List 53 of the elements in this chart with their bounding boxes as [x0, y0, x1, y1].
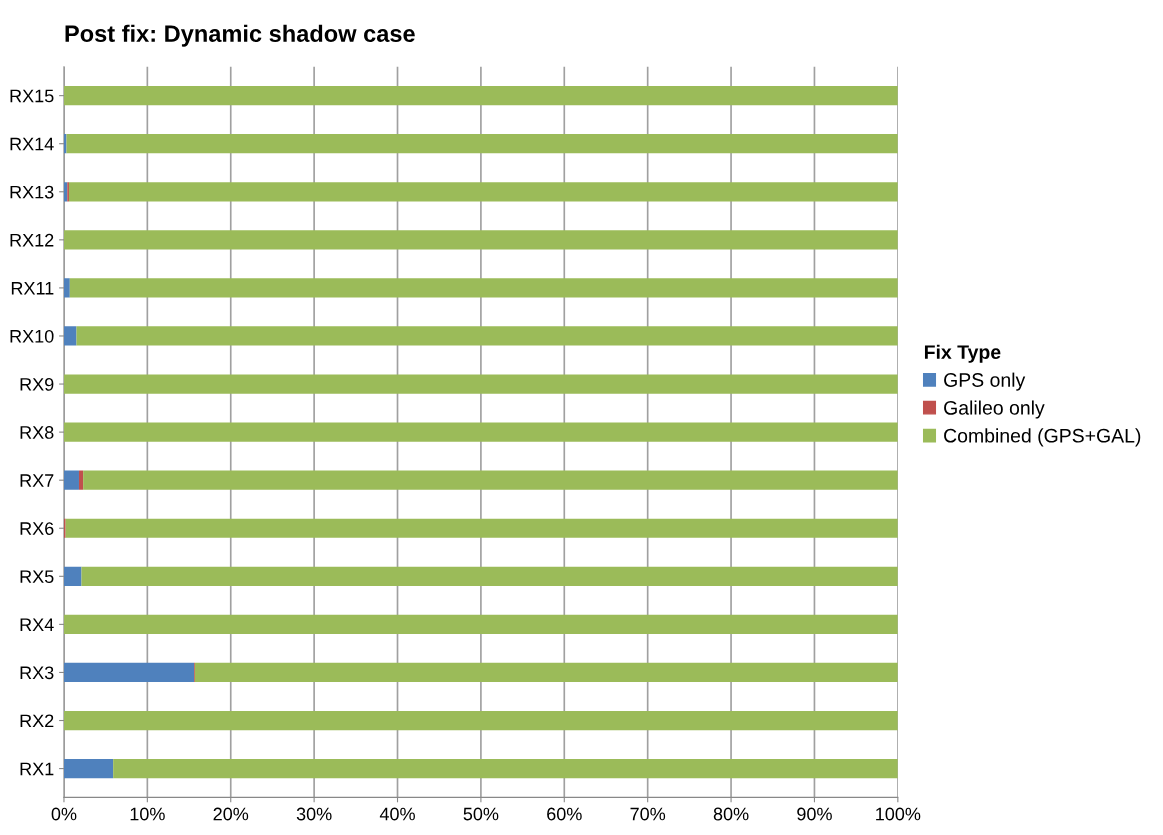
bar — [66, 134, 898, 154]
y-tick-label: RX1 — [20, 762, 54, 776]
bar — [81, 566, 898, 586]
bar — [63, 566, 82, 586]
bar — [83, 470, 898, 490]
x-tick-label: 80% — [713, 807, 749, 821]
bar — [63, 470, 79, 490]
bar — [63, 230, 898, 250]
y-tick-label: RX2 — [20, 714, 54, 728]
y-tick-label: RX3 — [20, 666, 54, 680]
bar — [63, 374, 898, 394]
y-tick-label: RX13 — [10, 185, 54, 199]
bar — [69, 278, 898, 298]
x-tick-label: 40% — [379, 807, 415, 821]
y-tick-label: RX15 — [10, 89, 54, 103]
x-tick-label: 100% — [876, 807, 921, 821]
bar — [63, 758, 114, 779]
bar — [63, 710, 898, 731]
x-tick-label: 50% — [463, 807, 499, 821]
bar — [63, 278, 70, 298]
bar — [63, 614, 898, 634]
x-tick-label: 10% — [130, 807, 165, 821]
bar — [65, 518, 898, 538]
y-tick-label: RX4 — [20, 618, 54, 631]
bar — [76, 326, 898, 346]
bar — [194, 662, 898, 683]
x-tick-label: 20% — [213, 807, 249, 821]
legend-label: Galileo only — [944, 400, 1045, 419]
legend-label: GPS only — [944, 372, 1026, 391]
y-tick-label: RX10 — [10, 329, 54, 343]
x-tick-label: 0% — [51, 807, 77, 821]
y-tick-label: RX12 — [10, 233, 54, 247]
bar — [63, 86, 898, 106]
legend-title: Fix Type — [924, 344, 1001, 363]
bar — [63, 326, 77, 346]
y-tick-label: RX5 — [20, 570, 54, 584]
bar — [68, 182, 898, 202]
x-tick-label: 70% — [630, 807, 666, 821]
y-tick-label: RX7 — [20, 474, 54, 487]
y-tick-label: RX14 — [10, 137, 54, 151]
bar — [63, 422, 898, 442]
x-tick-label: 30% — [296, 807, 332, 821]
y-tick-label: RX9 — [20, 377, 54, 391]
x-tick-label: 60% — [547, 807, 582, 821]
bar — [113, 758, 898, 779]
y-tick-label: RX6 — [20, 522, 54, 535]
chart-title: Post fix: Dynamic shadow case — [65, 24, 415, 47]
bar — [78, 470, 84, 490]
y-tick-label: RX11 — [11, 282, 54, 295]
x-tick-label: 90% — [797, 807, 832, 821]
y-tick-label: RX8 — [20, 426, 54, 439]
bar — [63, 662, 195, 683]
legend-label: Combined (GPS+GAL) — [944, 428, 1141, 447]
